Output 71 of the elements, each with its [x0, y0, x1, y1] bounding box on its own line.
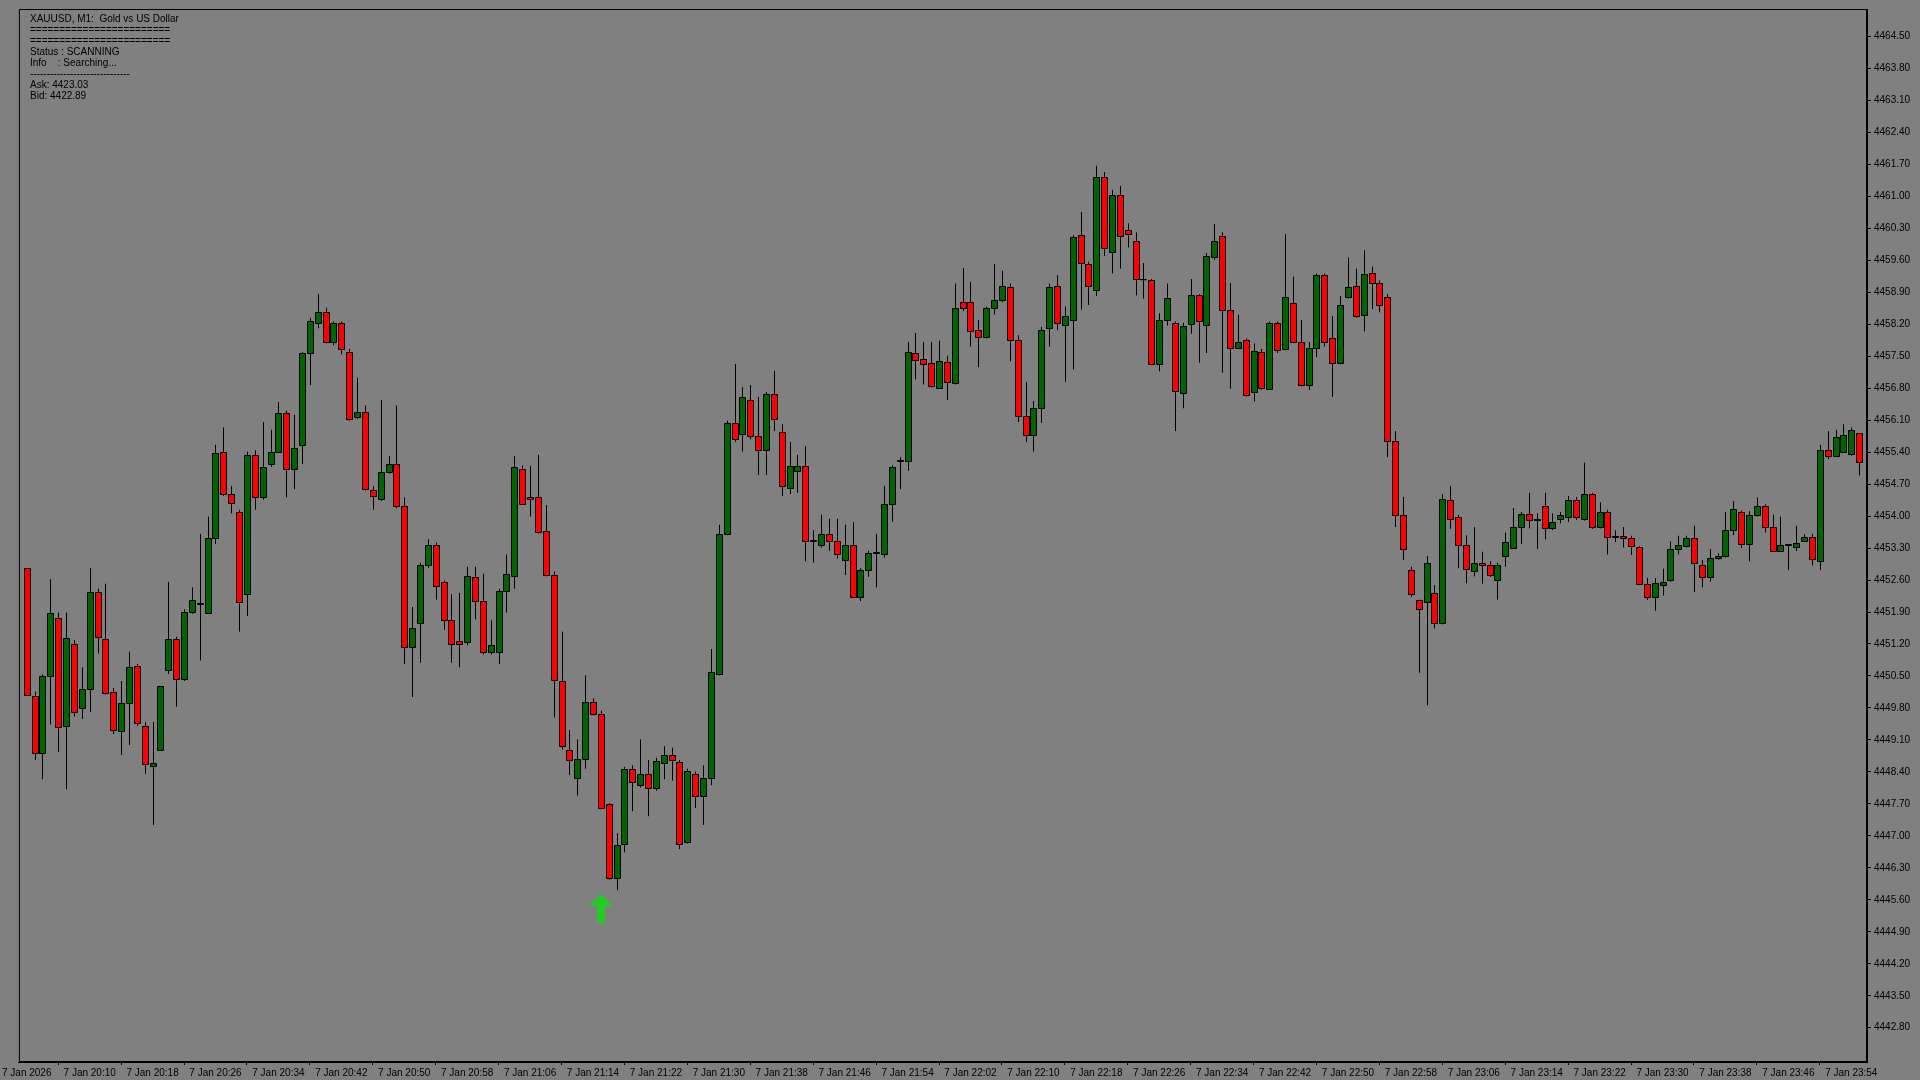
- x-tick-label: 7 Jan 23:54: [1825, 1066, 1878, 1078]
- x-tick-label: 7 Jan 21:14: [566, 1066, 620, 1078]
- x-tick-label: 7 Jan 20:18: [126, 1066, 180, 1078]
- x-tick-label: 7 Jan 21:22: [629, 1066, 683, 1078]
- annotation: Info : Searching...: [30, 57, 118, 68]
- y-tick-label: 4451.90: [1874, 605, 1911, 617]
- y-tick-label: 4443.50: [1874, 989, 1911, 1001]
- y-tick-label: 4457.50: [1874, 349, 1911, 361]
- x-tick-label: 7 Jan 21:38: [755, 1066, 809, 1078]
- x-tick-label: 7 Jan 23:30: [1636, 1066, 1690, 1078]
- x-tick-label: 7 Jan 23:38: [1699, 1066, 1753, 1078]
- x-tick-label: 7 Jan 22:10: [1007, 1066, 1060, 1078]
- y-tick-label: 4450.50: [1874, 669, 1911, 681]
- y-tick-label: 4456.80: [1874, 381, 1911, 393]
- y-tick-label: 4446.30: [1874, 861, 1911, 873]
- x-tick-label: 7 Jan 22:50: [1321, 1066, 1375, 1078]
- x-tick-label: 7 Jan 20:34: [252, 1066, 305, 1078]
- y-tick-label: 4458.90: [1874, 285, 1911, 297]
- y-tick-label: 4442.80: [1874, 1021, 1911, 1033]
- y-tick-label: 4460.30: [1874, 222, 1911, 234]
- x-tick-label: 7 Jan 22:26: [1133, 1066, 1186, 1078]
- x-tick-label: 7 Jan 22:58: [1384, 1066, 1438, 1078]
- x-tick-label: 7 Jan 21:46: [818, 1066, 872, 1078]
- y-tick-label: 4447.00: [1874, 829, 1911, 841]
- y-tick-label: 4454.70: [1874, 477, 1911, 489]
- x-tick-label: 7 Jan 20:10: [63, 1066, 117, 1078]
- y-tick-label: 4449.80: [1874, 701, 1911, 713]
- annotation: ========================: [30, 24, 172, 35]
- y-tick-label: 4462.40: [1874, 126, 1911, 138]
- x-tick-label: 7 Jan 20:58: [441, 1066, 494, 1078]
- x-tick-label: 7 Jan 20:50: [378, 1066, 431, 1078]
- y-tick-label: 4449.10: [1874, 733, 1911, 745]
- x-tick-label: 7 Jan 22:02: [944, 1066, 998, 1078]
- x-tick-label: 7 Jan 23:22: [1573, 1066, 1627, 1078]
- y-tick-label: 4459.60: [1874, 254, 1911, 266]
- y-tick-label: 4452.60: [1874, 573, 1911, 585]
- y-tick-label: 4458.20: [1874, 317, 1911, 329]
- x-tick-label: 7 Jan 2026: [2, 1066, 52, 1078]
- y-tick-label: 4444.20: [1874, 957, 1911, 969]
- y-tick-label: 4461.00: [1874, 190, 1911, 202]
- x-tick-label: 7 Jan 21:54: [881, 1066, 935, 1078]
- x-tick-label: 7 Jan 22:34: [1195, 1066, 1249, 1078]
- y-tick-label: 4455.40: [1874, 445, 1911, 457]
- x-tick-label: 7 Jan 23:46: [1762, 1066, 1815, 1078]
- y-tick-label: 4445.60: [1874, 893, 1911, 905]
- x-tick-label: 7 Jan 22:18: [1070, 1066, 1123, 1078]
- annotation: Status : SCANNING: [30, 46, 121, 57]
- y-tick-label: 4464.50: [1874, 30, 1911, 42]
- y-tick-label: 4451.20: [1874, 637, 1911, 649]
- y-tick-label: 4456.10: [1874, 413, 1911, 425]
- candlestick: [1408, 566, 1415, 598]
- annotation: ========================: [30, 35, 172, 46]
- x-tick-label: 7 Jan 20:26: [189, 1066, 243, 1078]
- y-tick-label: 4448.40: [1874, 765, 1911, 777]
- y-tick-label: 4447.70: [1874, 797, 1911, 809]
- x-tick-label: 7 Jan 22:42: [1258, 1066, 1312, 1078]
- y-tick-label: 4454.00: [1874, 509, 1911, 521]
- y-tick-label: 4461.70: [1874, 158, 1911, 170]
- chart-title: XAUUSD, M1: Gold vs US Dollar: [30, 13, 179, 24]
- annotation: Ask: 4423.03: [30, 79, 90, 90]
- y-tick-label: 4463.10: [1874, 94, 1911, 106]
- x-tick-label: 7 Jan 20:42: [315, 1066, 368, 1078]
- x-tick-label: 7 Jan 23:14: [1510, 1066, 1564, 1078]
- y-tick-label: 4444.90: [1874, 925, 1911, 937]
- annotation: ------------------------------: [30, 68, 131, 79]
- x-tick-label: 7 Jan 21:30: [692, 1066, 746, 1078]
- y-tick-label: 4453.30: [1874, 541, 1911, 553]
- x-tick-label: 7 Jan 23:06: [1447, 1066, 1501, 1078]
- x-tick-label: 7 Jan 21:06: [503, 1066, 557, 1078]
- y-tick-label: 4463.80: [1874, 62, 1911, 74]
- annotation: Bid: 4422.89: [30, 90, 88, 101]
